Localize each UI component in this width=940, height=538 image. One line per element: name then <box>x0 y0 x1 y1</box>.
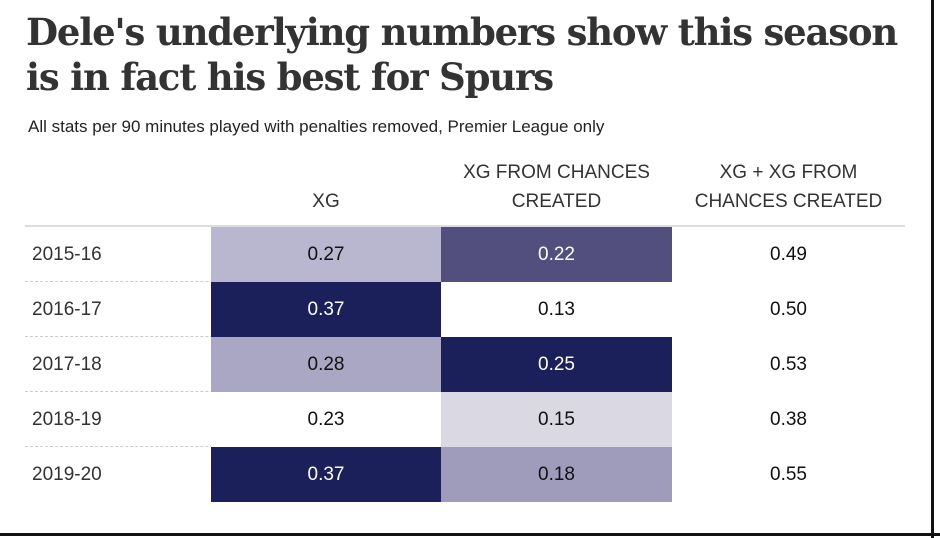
table-cell: 0.38 <box>672 392 905 447</box>
table-cell: 0.55 <box>672 447 905 502</box>
table-cell: 0.53 <box>672 337 905 392</box>
table-row: 2015-16 0.27 0.22 0.49 <box>25 227 905 282</box>
table-cell: 0.37 <box>211 447 441 502</box>
row-label: 2018-19 <box>32 409 102 430</box>
row-label: 2015-16 <box>32 244 102 265</box>
row-label: 2017-18 <box>32 354 102 375</box>
column-header-xg-chances: XG FROM CHANCES CREATED <box>463 162 650 212</box>
table-cell: 0.49 <box>672 227 905 282</box>
table-cell: 0.22 <box>441 227 672 282</box>
chart-title: Dele's underlying numbers show this seas… <box>26 10 898 99</box>
chart-subtitle: All stats per 90 minutes played with pen… <box>28 117 605 136</box>
table-cell: 0.18 <box>441 447 672 502</box>
table-cell: 0.23 <box>211 392 441 447</box>
table-row: 2018-19 0.23 0.15 0.38 <box>25 392 905 447</box>
table-cell: 0.50 <box>672 282 905 337</box>
table-row: 2017-18 0.28 0.25 0.53 <box>25 337 905 392</box>
column-header-xg: XG <box>312 191 340 212</box>
table-cell: 0.13 <box>441 282 672 337</box>
frame-edge <box>931 0 934 538</box>
column-header-xg-total: XG + XG FROM CHANCES CREATED <box>694 162 883 212</box>
table-cell: 0.27 <box>211 227 441 282</box>
table-row: 2016-17 0.37 0.13 0.50 <box>25 282 905 337</box>
header-divider <box>25 225 905 227</box>
table-row: 2019-20 0.37 0.18 0.55 <box>25 447 905 502</box>
table-cell: 0.28 <box>211 337 441 392</box>
table-cell: 0.25 <box>441 337 672 392</box>
row-label: 2016-17 <box>32 299 102 320</box>
table-cell: 0.15 <box>441 392 672 447</box>
table-cell: 0.37 <box>211 282 441 337</box>
frame-edge <box>0 533 940 536</box>
row-label: 2019-20 <box>32 464 102 485</box>
